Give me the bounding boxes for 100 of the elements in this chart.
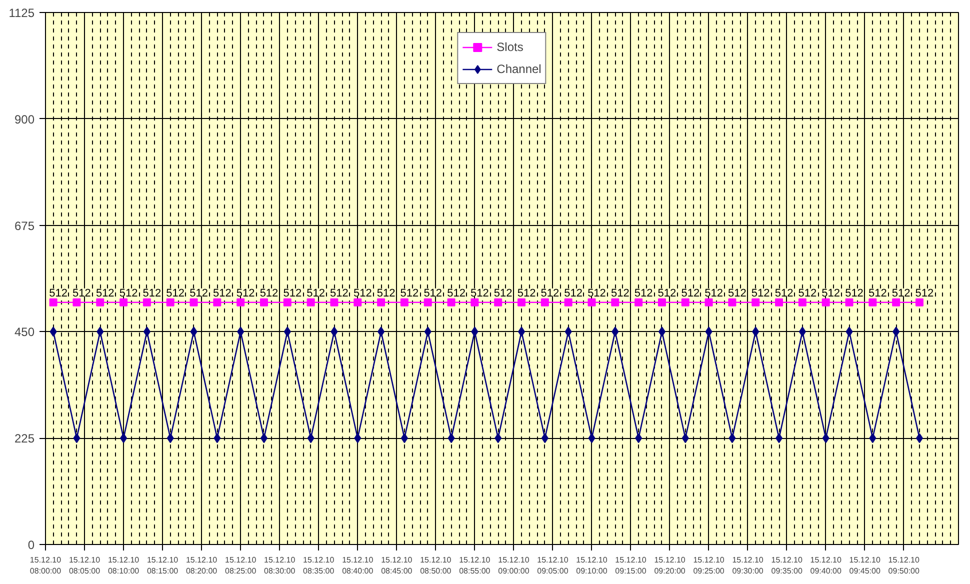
point (96, 326, 104, 337)
data-label: 512 (845, 287, 864, 300)
point (588, 433, 596, 444)
point (260, 433, 268, 444)
point (704, 298, 713, 306)
point (892, 298, 900, 306)
point (236, 298, 245, 306)
point (658, 326, 666, 337)
y-tick-label: 1125 (8, 6, 35, 20)
x-tick-label: 15.12.10 09:35:00 (771, 556, 803, 576)
x-tick-label: 15.12.10 09:00:00 (498, 556, 530, 576)
point (142, 298, 151, 306)
x-tick-label: 15.12.10 08:35:00 (303, 556, 335, 576)
point (96, 298, 104, 306)
point (284, 326, 291, 337)
data-label: 512 (470, 287, 489, 300)
point (190, 298, 198, 306)
y-tick-label: 900 (14, 112, 35, 126)
point (166, 433, 174, 444)
data-label: 512 (306, 287, 325, 300)
x-tick-label: 15.12.10 08:55:00 (459, 556, 491, 576)
x-tick-label: 15.12.10 08:30:00 (264, 556, 296, 576)
data-label: 512 (798, 287, 817, 300)
data-label: 512 (283, 287, 302, 300)
x-tick-label: 15.12.10 09:10:00 (576, 556, 608, 576)
point (377, 298, 386, 306)
data-label: 512 (868, 287, 887, 300)
x-tick-label: 15.12.10 09:20:00 (654, 556, 686, 576)
point (494, 298, 502, 306)
point (283, 298, 292, 306)
data-label: 512 (447, 287, 466, 300)
point (540, 298, 549, 306)
data-label: 512 (494, 287, 512, 300)
data-label: 512 (260, 287, 278, 300)
point (915, 298, 924, 306)
x-tick-label: 15.12.10 09:50:00 (888, 556, 920, 576)
point (541, 433, 548, 444)
data-label: 512 (49, 287, 68, 300)
data-label: 512 (610, 287, 630, 300)
point (260, 298, 268, 306)
x-tick-label: 15.12.10 08:25:00 (225, 556, 257, 576)
point (494, 433, 502, 444)
point (798, 326, 806, 337)
data-label: 512 (588, 287, 606, 300)
point (612, 326, 619, 337)
x-tick-label: 15.12.10 08:20:00 (186, 556, 218, 576)
data-label: 512 (424, 287, 442, 300)
data-label: 512 (166, 287, 185, 300)
data-label: 512 (190, 287, 208, 300)
x-tick-label: 15.12.10 08:45:00 (381, 556, 413, 576)
data-label: 512 (728, 287, 746, 300)
y-tick-label: 675 (14, 218, 35, 233)
data-label: 512 (353, 287, 372, 300)
x-tick-label: 15.12.10 08:50:00 (420, 556, 452, 576)
point (214, 433, 221, 444)
data-label: 512 (376, 287, 396, 300)
data-label: 512 (681, 287, 700, 300)
x-tick-label: 15.12.10 08:40:00 (342, 556, 374, 576)
point (470, 298, 479, 306)
data-label: 512 (658, 287, 676, 300)
point (49, 298, 58, 306)
x-tick-label: 15.12.10 08:15:00 (146, 556, 179, 576)
point (846, 326, 853, 337)
point (776, 433, 783, 444)
data-label: 512 (892, 287, 910, 300)
point (916, 433, 923, 444)
point (775, 298, 784, 306)
legend-label: Slots (496, 40, 524, 54)
y-tick-label: 225 (14, 432, 35, 446)
point (73, 433, 80, 444)
data-label: 512 (400, 287, 419, 300)
point (471, 326, 478, 337)
point (611, 298, 620, 306)
point (822, 298, 830, 306)
point (681, 298, 690, 306)
point (822, 433, 830, 444)
data-label: 512 (96, 287, 114, 300)
point (213, 298, 222, 306)
x-tick-label: 15.12.10 09:25:00 (693, 556, 725, 576)
data-label: 512 (634, 287, 653, 300)
point (424, 298, 432, 306)
data-label: 512 (517, 287, 536, 300)
point (518, 326, 526, 337)
point (330, 298, 338, 306)
point (728, 298, 736, 306)
point (845, 298, 854, 306)
data-label: 512 (540, 287, 560, 300)
point (354, 433, 362, 444)
data-label: 512 (822, 287, 840, 300)
point (869, 433, 876, 444)
y-tick-label: 450 (14, 325, 35, 340)
data-label: 512 (704, 287, 723, 300)
data-label: 512 (915, 287, 934, 300)
legend-label: Channel (496, 62, 542, 76)
point (564, 326, 572, 337)
point (892, 326, 900, 337)
point (518, 298, 526, 306)
data-label: 512 (213, 287, 232, 300)
point (120, 433, 128, 444)
point (378, 326, 385, 337)
